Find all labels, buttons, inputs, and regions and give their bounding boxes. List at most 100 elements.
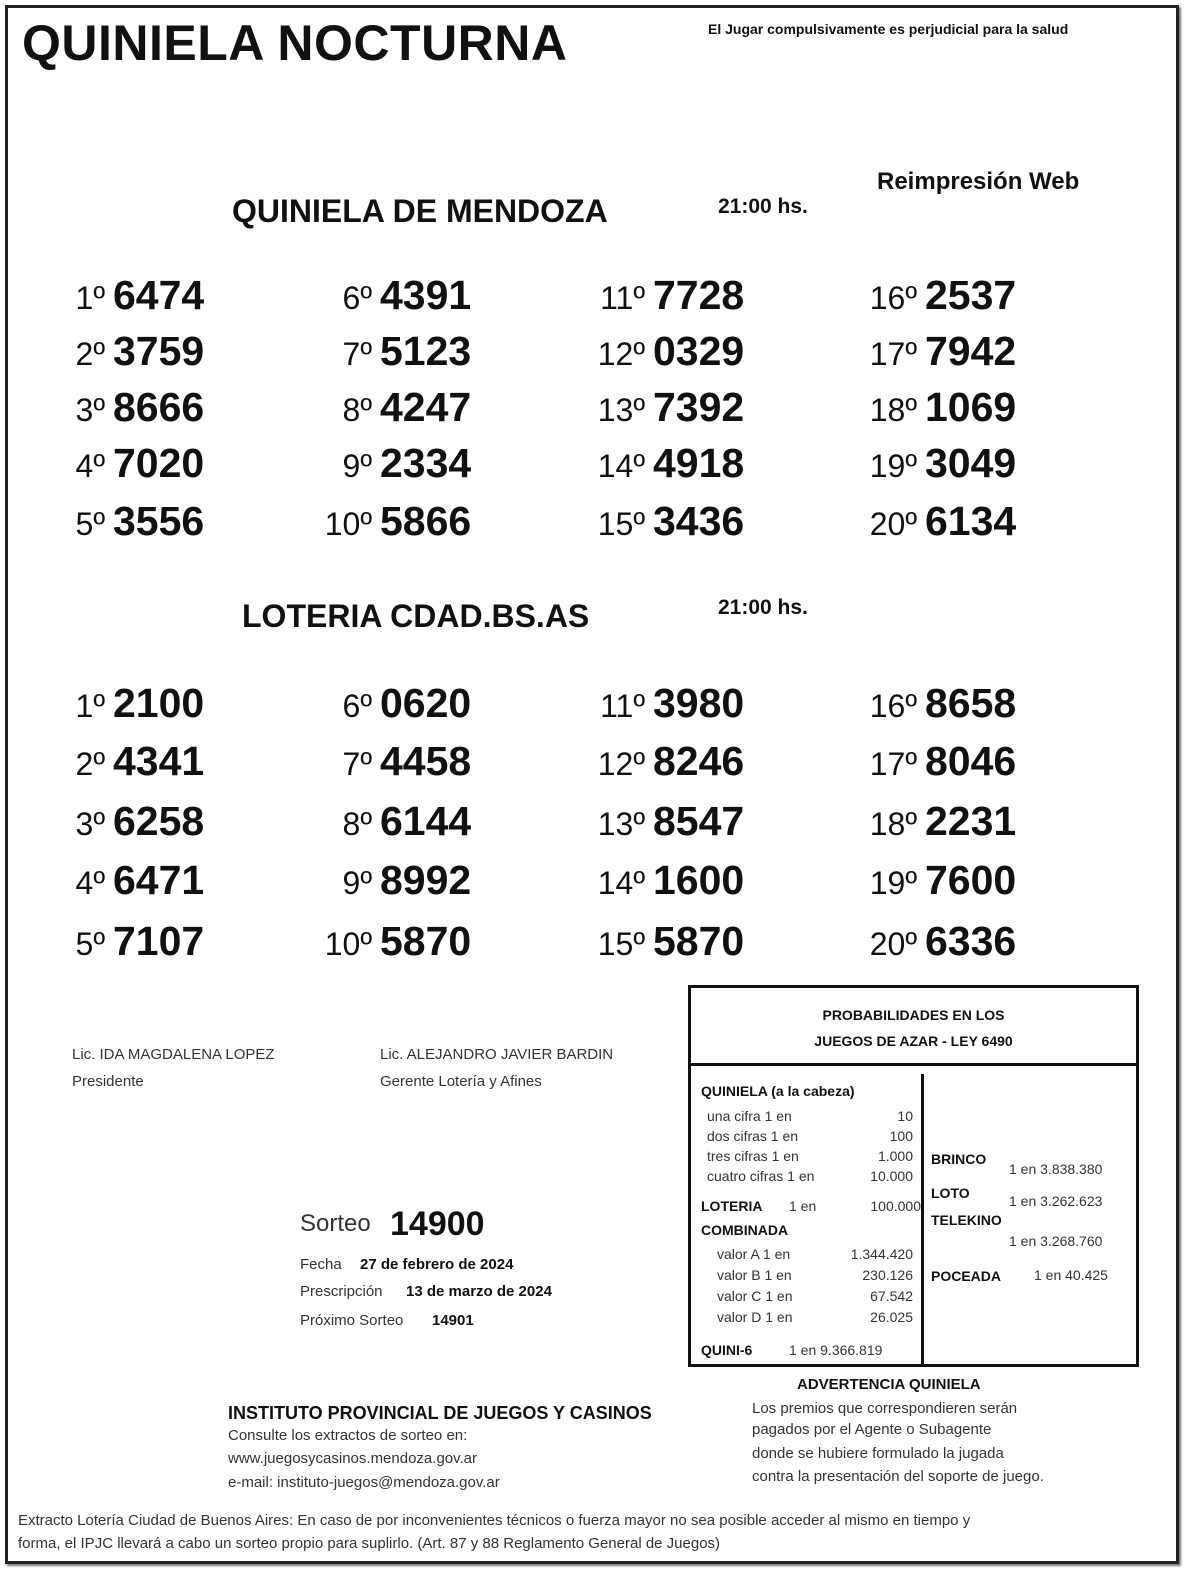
result-number: 8992 <box>380 857 472 903</box>
fecha-label: Fecha <box>300 1256 342 1273</box>
combinada-row-label: valor D 1 en <box>717 1309 793 1325</box>
result-cell: 15º 3436 <box>585 498 745 548</box>
result-position: 5º <box>75 506 105 542</box>
result-position: 5º <box>75 926 105 962</box>
result-cell: 19º 7600 <box>857 857 1017 907</box>
result-cell: 12º 8246 <box>585 738 745 788</box>
result-position: 8º <box>342 806 372 842</box>
result-cell: 7º 4458 <box>312 738 472 788</box>
result-cell: 18º 2231 <box>857 798 1017 848</box>
result-number: 7392 <box>653 384 745 430</box>
result-cell: 4º 6471 <box>45 857 205 907</box>
result-cell: 13º 7392 <box>585 384 745 434</box>
probabilities-subtitle: JUEGOS DE AZAR - LEY 6490 <box>814 1033 1013 1049</box>
result-number: 3556 <box>113 498 205 544</box>
result-number: 3049 <box>925 440 1017 486</box>
result-number: 1069 <box>925 384 1017 430</box>
proximo-value: 14901 <box>432 1312 474 1329</box>
combinada-row-value: 1.344.420 <box>850 1246 913 1262</box>
result-number: 5123 <box>380 328 472 374</box>
result-position: 1º <box>75 688 105 724</box>
telekino-value: 1 en 3.268.760 <box>1009 1233 1103 1249</box>
loteria-value: 100.000 <box>870 1198 921 1214</box>
result-cell: 5º 7107 <box>45 918 205 968</box>
result-number: 4341 <box>113 738 205 784</box>
result-position: 15º <box>597 506 645 542</box>
result-cell: 9º 8992 <box>312 857 472 907</box>
advertencia-line: pagados por el Agente o Subagente <box>752 1421 992 1438</box>
page-border <box>5 5 1179 1564</box>
result-position: 2º <box>75 746 105 782</box>
result-number: 7728 <box>653 272 745 318</box>
result-cell: 7º 5123 <box>312 328 472 378</box>
result-number: 0620 <box>380 680 472 726</box>
result-cell: 16º 8658 <box>857 680 1017 730</box>
prescripcion-label: Prescripción <box>300 1283 383 1300</box>
institute-email-link[interactable]: e-mail: instituto-juegos@mendoza.gov.ar <box>228 1474 500 1491</box>
result-number: 8666 <box>113 384 205 430</box>
telekino-label: TELEKINO <box>931 1212 1002 1228</box>
result-cell: 11º 3980 <box>585 680 744 730</box>
result-number: 1600 <box>653 857 745 903</box>
result-cell: 19º 3049 <box>857 440 1017 490</box>
result-position: 6º <box>342 688 372 724</box>
result-number: 6336 <box>925 918 1017 964</box>
signature-role: Gerente Lotería y Afines <box>380 1073 542 1090</box>
result-number: 6258 <box>113 798 205 844</box>
result-cell: 3º 6258 <box>45 798 205 848</box>
result-position: 4º <box>75 448 105 484</box>
result-cell: 16º 2537 <box>857 272 1017 322</box>
result-cell: 4º 7020 <box>45 440 205 490</box>
result-position: 13º <box>597 806 645 842</box>
result-position: 4º <box>75 865 105 901</box>
result-position: 10º <box>324 926 372 962</box>
probabilities-header: PROBABILIDADES EN LOS JUEGOS DE AZAR - L… <box>691 988 1136 1066</box>
result-number: 4247 <box>380 384 472 430</box>
result-position: 7º <box>342 746 372 782</box>
loto-label: LOTO <box>931 1185 970 1201</box>
quiniela-row-value: 100 <box>889 1128 913 1144</box>
result-number: 7020 <box>113 440 205 486</box>
result-number: 3759 <box>113 328 205 374</box>
quiniela-row-label: tres cifras 1 en <box>707 1148 799 1164</box>
loteria-label: LOTERIA <box>701 1198 763 1214</box>
result-cell: 1º 2100 <box>45 680 205 730</box>
result-number: 5870 <box>380 918 472 964</box>
result-cell: 6º 0620 <box>312 680 472 730</box>
combinada-label: COMBINADA <box>701 1222 789 1238</box>
poceada-label: POCEADA <box>931 1268 1002 1284</box>
result-cell: 14º 4918 <box>585 440 745 490</box>
result-number: 5866 <box>380 498 472 544</box>
institute-name: INSTITUTO PROVINCIAL DE JUEGOS Y CASINOS <box>228 1403 652 1423</box>
draw-title-buenos-aires: LOTERIA CDAD.BS.AS <box>242 598 590 634</box>
result-number: 0329 <box>653 328 745 374</box>
sorteo-label: Sorteo <box>300 1210 371 1237</box>
result-position: 12º <box>597 336 645 372</box>
result-number: 2334 <box>380 440 472 486</box>
result-position: 11º <box>600 280 645 316</box>
advertencia-title: ADVERTENCIA QUINIELA <box>797 1376 981 1393</box>
result-cell: 9º 2334 <box>312 440 472 490</box>
result-number: 7600 <box>925 857 1017 903</box>
result-position: 17º <box>869 336 917 372</box>
institute-website-link[interactable]: www.juegosycasinos.mendoza.gov.ar <box>228 1450 478 1467</box>
combinada-row-label: valor A 1 en <box>717 1246 791 1262</box>
combinada-row-value: 26.025 <box>870 1309 913 1325</box>
result-cell: 1º 6474 <box>45 272 205 322</box>
result-cell: 2º 4341 <box>45 738 205 788</box>
result-position: 8º <box>342 392 372 428</box>
result-number: 4458 <box>380 738 472 784</box>
result-cell: 17º 8046 <box>857 738 1017 788</box>
result-number: 7107 <box>113 918 205 964</box>
proximo-label: Próximo Sorteo <box>300 1312 404 1329</box>
quini6-label: QUINI-6 <box>701 1342 753 1358</box>
result-position: 20º <box>869 926 917 962</box>
quiniela-row-value: 10.000 <box>870 1168 913 1184</box>
institute-line: Consulte los extractos de sorteo en: <box>228 1427 468 1444</box>
result-position: 2º <box>75 336 105 372</box>
result-number: 7942 <box>925 328 1017 374</box>
result-position: 16º <box>869 280 917 316</box>
result-position: 9º <box>342 448 372 484</box>
result-cell: 18º 1069 <box>857 384 1017 434</box>
result-cell: 11º 7728 <box>585 272 744 322</box>
